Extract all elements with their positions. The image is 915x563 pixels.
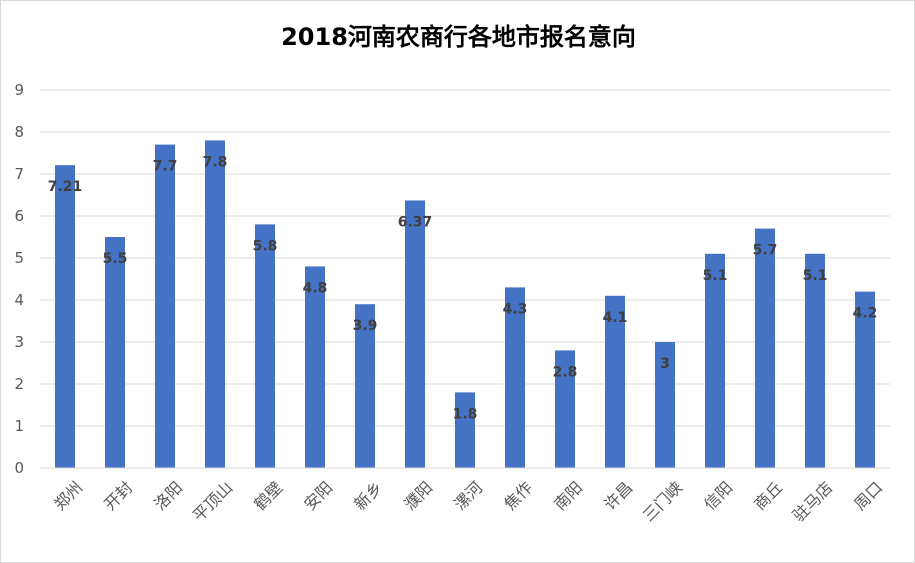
x-tick-label: 开封 — [100, 478, 136, 514]
x-tick-label: 鹤壁 — [250, 478, 286, 514]
data-labels: 7.21 5.5 7.7 7.8 5.8 4.8 3.9 6.37 1.8 4.3 2.8 4.1 3 5… — [48, 154, 878, 422]
x-tick-label: 洛阳 — [150, 478, 186, 514]
data-label: 4.1 — [603, 310, 628, 326]
data-label: 1.8 — [453, 406, 478, 422]
y-tick-label: 5 — [14, 249, 24, 267]
x-tick-label: 焦作 — [500, 478, 536, 514]
x-tick-label: 许昌 — [600, 478, 636, 514]
x-tick-label: 郑州 — [50, 478, 86, 514]
x-tick-label: 安阳 — [300, 478, 336, 514]
bar — [655, 342, 675, 468]
y-tick-label: 9 — [14, 81, 24, 99]
x-tick-label: 周口 — [850, 478, 886, 514]
x-tick-label: 平顶山 — [189, 478, 236, 525]
data-label: 7.8 — [203, 154, 228, 170]
x-tick-label: 驻马店 — [789, 478, 836, 525]
data-label: 5.1 — [703, 268, 728, 284]
data-label: 5.8 — [253, 238, 278, 254]
gridlines — [40, 89, 890, 469]
data-label: 7.7 — [153, 159, 178, 175]
data-label: 4.8 — [303, 280, 328, 296]
bar — [555, 350, 575, 468]
y-tick-label: 2 — [14, 375, 24, 393]
bar — [405, 200, 425, 468]
x-tick-label: 南阳 — [550, 478, 586, 514]
bar — [355, 304, 375, 468]
x-tick-label: 濮阳 — [400, 478, 436, 514]
bar — [105, 237, 125, 468]
bar — [455, 392, 475, 468]
y-axis: 0 1 2 3 4 5 6 7 8 9 — [14, 81, 24, 477]
data-label: 4.3 — [503, 301, 528, 317]
y-tick-label: 6 — [14, 207, 24, 225]
bar — [705, 253, 725, 468]
data-label: 7.21 — [48, 179, 83, 195]
data-label: 5.7 — [753, 243, 778, 259]
data-label: 5.5 — [103, 251, 128, 267]
x-tick-label: 三门峡 — [639, 478, 686, 525]
bars — [55, 140, 875, 468]
bar — [605, 295, 625, 468]
x-axis: 郑州 开封 洛阳 平顶山 鹤壁 安阳 新乡 濮阳 漯河 焦作 南阳 许昌 三门峡 信阳 商丘 驻马店 周口 — [40, 467, 890, 525]
x-tick-label: 漯河 — [450, 478, 486, 514]
x-tick-label: 商丘 — [750, 478, 786, 514]
data-label: 3.9 — [353, 318, 378, 334]
bar — [155, 144, 175, 468]
chart-title: 2018河南农商行各地市报名意向 — [281, 23, 636, 51]
y-tick-label: 1 — [14, 417, 24, 435]
bar — [205, 140, 225, 468]
y-tick-label: 0 — [14, 459, 24, 477]
bar — [305, 266, 325, 468]
bar — [855, 291, 875, 468]
y-tick-label: 7 — [14, 165, 24, 183]
data-label: 5.1 — [803, 268, 828, 284]
bar — [805, 253, 825, 468]
data-label: 6.37 — [398, 214, 433, 230]
data-label: 2.8 — [553, 364, 578, 380]
y-tick-label: 4 — [14, 291, 24, 309]
bar — [505, 287, 525, 468]
data-label: 3 — [660, 356, 670, 372]
data-label: 4.2 — [853, 306, 878, 322]
y-tick-label: 3 — [14, 333, 24, 351]
bar — [255, 224, 275, 468]
y-tick-label: 8 — [14, 123, 24, 141]
bar — [55, 165, 75, 468]
x-tick-label: 信阳 — [700, 478, 736, 514]
bar — [755, 228, 775, 468]
x-tick-label: 新乡 — [350, 478, 386, 514]
